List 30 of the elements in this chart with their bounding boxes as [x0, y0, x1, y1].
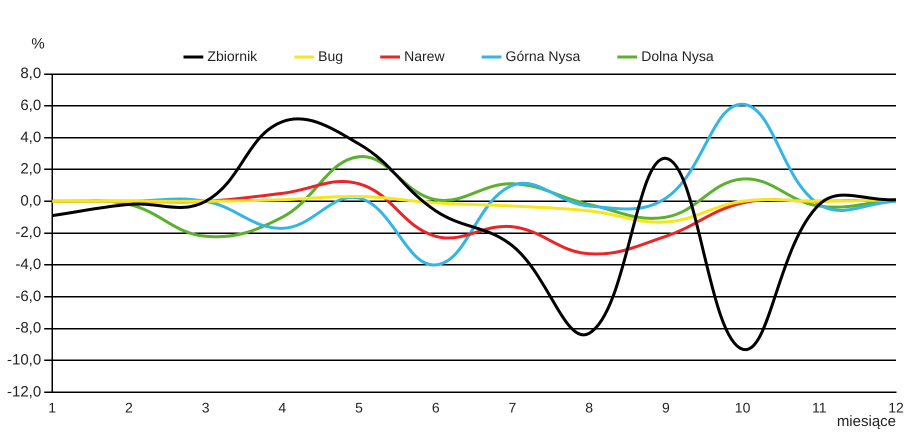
x-tick-label: 9 [662, 399, 670, 416]
x-tick-label: 1 [48, 399, 56, 416]
y-tick-label: -10,0 [6, 352, 42, 369]
x-tick-label: 6 [432, 399, 440, 416]
x-tick-label: 12 [888, 399, 904, 416]
x-tick-label: 3 [202, 399, 210, 416]
x-tick-label: 10 [734, 399, 751, 416]
legend-label: Górna Nysa [506, 48, 580, 64]
y-tick-label: 0,0 [20, 192, 42, 210]
y-tick-label: -2,0 [15, 224, 42, 242]
x-axis-title: miesiące [836, 412, 896, 430]
legend-label: Narew [404, 48, 446, 64]
x-tick-label: 4 [278, 399, 286, 416]
y-tick-label: -12,0 [6, 383, 42, 400]
x-tick-label: 8 [585, 399, 594, 416]
x-tick-label: 7 [508, 399, 517, 416]
y-tick-label: -8,0 [15, 320, 42, 337]
y-tick-label: 6,0 [20, 96, 42, 114]
y-tick-label: -6,0 [15, 288, 42, 305]
legend-label: Dolna Nysa [641, 48, 714, 64]
legend-label: Zbiornik [207, 48, 258, 64]
y-tick-label: -4,0 [15, 256, 42, 274]
y-axis-title: % [31, 36, 45, 53]
y-tick-label: 8,0 [20, 65, 42, 82]
y-tick-label: 4,0 [20, 128, 42, 146]
legend-label: Bug [318, 48, 344, 64]
x-tick-label: 2 [125, 399, 133, 416]
x-tick-label: 5 [355, 399, 364, 416]
y-tick-label: 2,0 [20, 160, 42, 178]
x-tick-label: 11 [812, 399, 827, 416]
